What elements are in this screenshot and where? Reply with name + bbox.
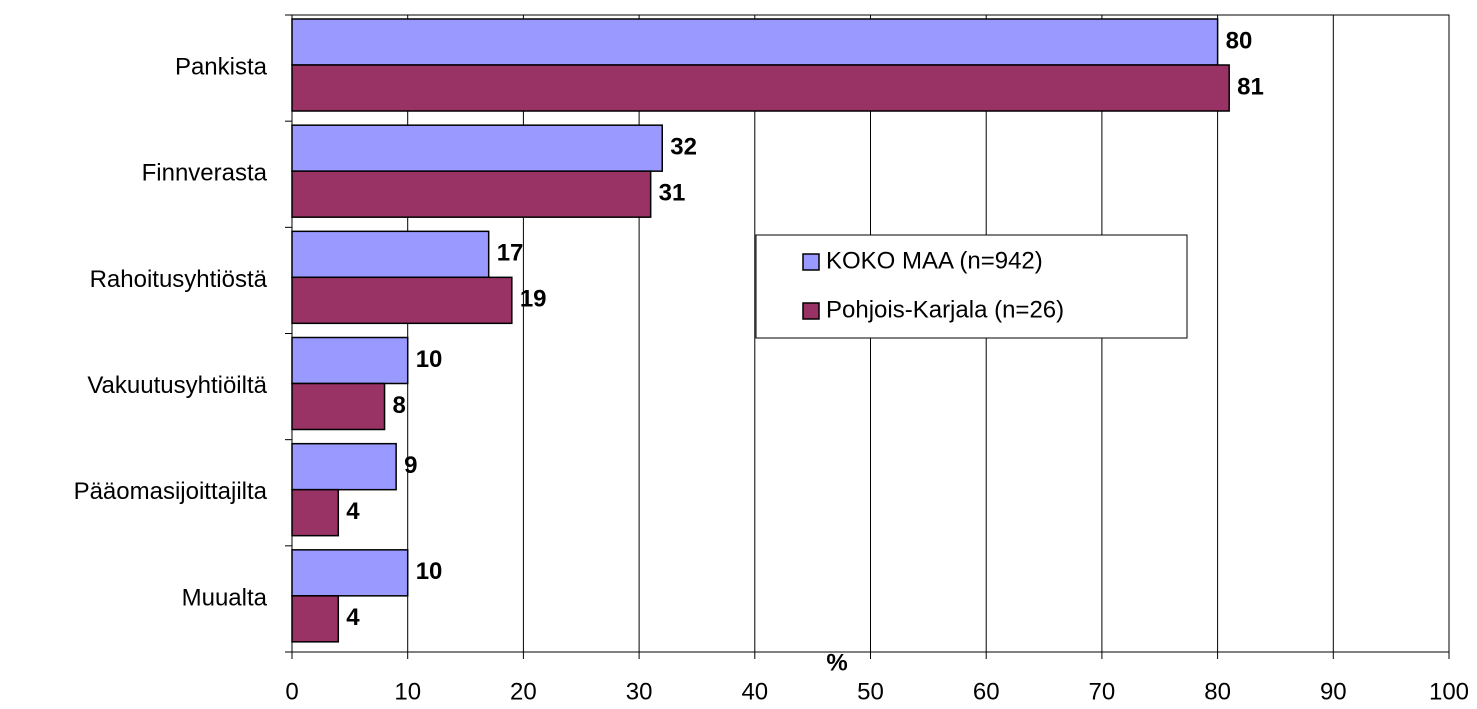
bar <box>291 230 490 279</box>
x-tick-label: 50 <box>857 678 884 705</box>
x-tick-label: 40 <box>741 678 768 705</box>
value-label: 4 <box>346 604 360 631</box>
x-tick-label: 100 <box>1429 678 1469 705</box>
x-tick-label: 80 <box>1204 678 1231 705</box>
bar <box>291 442 397 491</box>
bar <box>291 64 1230 112</box>
value-label: 8 <box>393 392 406 419</box>
value-label: 9 <box>404 452 417 479</box>
value-label: 31 <box>659 180 686 207</box>
bar <box>291 336 409 385</box>
bar <box>291 595 340 643</box>
value-label: 32 <box>670 134 697 161</box>
bar <box>291 382 386 431</box>
value-label: 10 <box>416 346 443 373</box>
x-tick-label: 70 <box>1089 678 1116 705</box>
bar <box>291 18 1219 66</box>
y-tick-label: Rahoitusyhtiöstä <box>90 266 268 293</box>
value-label: 10 <box>416 558 443 585</box>
y-tick-label: Vakuutusyhtiöiltä <box>87 372 267 399</box>
x-tick-label: 30 <box>626 678 653 705</box>
bar <box>291 488 340 537</box>
bar <box>291 124 663 172</box>
value-label: 19 <box>520 286 547 313</box>
value-label: 4 <box>346 498 360 525</box>
legend-swatch <box>802 302 820 320</box>
y-tick-label: Pankista <box>175 53 268 80</box>
x-axis-label: % <box>826 649 847 676</box>
y-tick-label: Finnverasta <box>142 160 268 187</box>
legend-label: KOKO MAA (n=942) <box>826 247 1043 274</box>
x-tick-label: 90 <box>1320 678 1347 705</box>
value-label: 17 <box>497 240 524 267</box>
x-tick-label: 10 <box>394 678 421 705</box>
bar <box>291 170 652 218</box>
legend-box <box>755 234 1188 339</box>
y-tick-label: Pääomasijoittajilta <box>74 478 268 505</box>
y-tick-label: Muualta <box>182 584 268 611</box>
bar <box>291 549 409 597</box>
value-label: 80 <box>1226 27 1253 54</box>
legend-label: Pohjois-Karjala (n=26) <box>826 296 1064 323</box>
bar <box>291 276 513 325</box>
x-tick-label: 60 <box>973 678 1000 705</box>
x-tick-label: 20 <box>510 678 537 705</box>
x-tick-label: 0 <box>285 678 298 705</box>
legend-swatch <box>802 253 820 271</box>
value-label: 81 <box>1237 73 1264 100</box>
